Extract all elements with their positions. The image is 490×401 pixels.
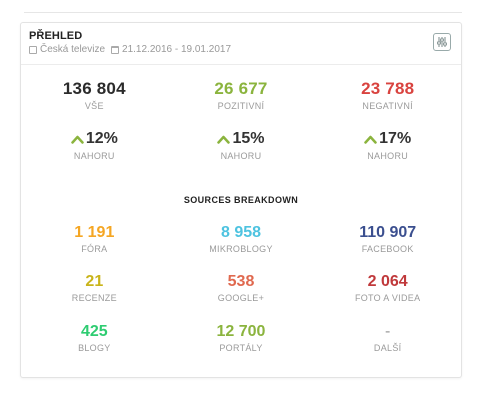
chevron-up-icon [364, 135, 377, 144]
trend-negative-label: NAHORU [367, 151, 409, 161]
sources-row-2: 21 RECENZE 538 GOOGLE+ 2 064 FOTO A VIDE… [21, 272, 461, 303]
total-positive-value: 26 677 [214, 79, 268, 98]
date-range: 21.12.2016 - 19.01.2017 [122, 44, 232, 55]
source-dalsi-label: DALŠÍ [373, 343, 402, 353]
trend-negative: 17% NAHORU [314, 129, 461, 161]
top-divider [24, 12, 462, 13]
chevron-up-icon [217, 135, 231, 144]
source-fora-label: FÓRA [81, 244, 108, 254]
source-facebook-label: FACEBOOK [361, 244, 414, 254]
sources-row-3: 425 BLOGY 12 700 PORTÁLY - DALŠÍ [21, 322, 461, 353]
source-facebook: 110 907 FACEBOOK [314, 223, 461, 254]
calendar-icon [111, 45, 120, 54]
source-portaly-label: PORTÁLY [219, 343, 263, 353]
source-facebook-value: 110 907 [359, 224, 417, 241]
source-google-plus: 538 GOOGLE+ [168, 272, 315, 303]
overview-card: PŘEHLED Česká televize 21.12.2016 - 19.0… [20, 22, 462, 378]
trend-negative-value: 17% [379, 130, 412, 147]
source-foto-videa-label: FOTO A VIDEA [354, 293, 421, 303]
total-all-value: 136 804 [62, 79, 126, 98]
total-negative: 23 788 NEGATIVNÍ [314, 79, 461, 111]
chevron-up-icon [71, 135, 84, 144]
source-mikroblogy: 8 958 MIKROBLOGY [168, 223, 315, 254]
trend-all-label: NAHORU [73, 151, 115, 161]
source-fora-value: 1 191 [74, 224, 115, 241]
source-portaly-value: 12 700 [216, 323, 266, 340]
totals-row: 136 804 VŠE 26 677 POZITIVNÍ 23 788 NEGA… [21, 79, 461, 111]
total-positive-label: POZITIVNÍ [217, 101, 265, 111]
trend-all-value: 12% [85, 130, 118, 147]
sliders-icon [437, 37, 447, 47]
trend-positive-value: 15% [232, 130, 265, 147]
sources-row-1: 1 191 FÓRA 8 958 MIKROBLOGY 110 907 FACE… [21, 223, 461, 254]
source-dalsi-value: - [385, 323, 391, 340]
total-all-label: VŠE [84, 101, 104, 111]
source-google-plus-value: 538 [227, 273, 255, 290]
source-recenze-label: RECENZE [71, 293, 117, 303]
trend-positive-label: NAHORU [220, 151, 262, 161]
source-mikroblogy-value: 8 958 [220, 224, 262, 241]
source-mikroblogy-label: MIKROBLOGY [209, 244, 273, 254]
total-positive: 26 677 POZITIVNÍ [168, 79, 315, 111]
source-foto-videa-value: 2 064 [367, 273, 408, 290]
trend-all: 12% NAHORU [21, 129, 168, 161]
settings-button[interactable] [433, 33, 451, 51]
source-recenze: 21 RECENZE [21, 272, 168, 303]
total-negative-label: NEGATIVNÍ [362, 101, 413, 111]
source-name: Česká televize [40, 44, 106, 55]
source-portaly: 12 700 PORTÁLY [168, 322, 315, 353]
source-fora: 1 191 FÓRA [21, 223, 168, 254]
tv-icon [29, 45, 37, 54]
source-blogy-value: 425 [80, 323, 108, 340]
source-foto-videa: 2 064 FOTO A VIDEA [314, 272, 461, 303]
card-header: PŘEHLED Česká televize 21.12.2016 - 19.0… [21, 23, 461, 65]
trend-positive: 15% NAHORU [168, 129, 315, 161]
source-blogy-label: BLOGY [78, 343, 111, 353]
total-all: 136 804 VŠE [21, 79, 168, 111]
source-dalsi: - DALŠÍ [314, 322, 461, 353]
sources-title: SOURCES BREAKDOWN [183, 195, 299, 205]
total-negative-value: 23 788 [361, 79, 415, 98]
card-title: PŘEHLED [29, 30, 83, 42]
source-blogy: 425 BLOGY [21, 322, 168, 353]
card-meta: Česká televize 21.12.2016 - 19.01.2017 [29, 44, 453, 55]
source-recenze-value: 21 [85, 273, 104, 290]
trends-row: 12% NAHORU 15% NAHORU 17% NAHORU [21, 129, 461, 161]
source-google-plus-label: GOOGLE+ [217, 293, 265, 303]
